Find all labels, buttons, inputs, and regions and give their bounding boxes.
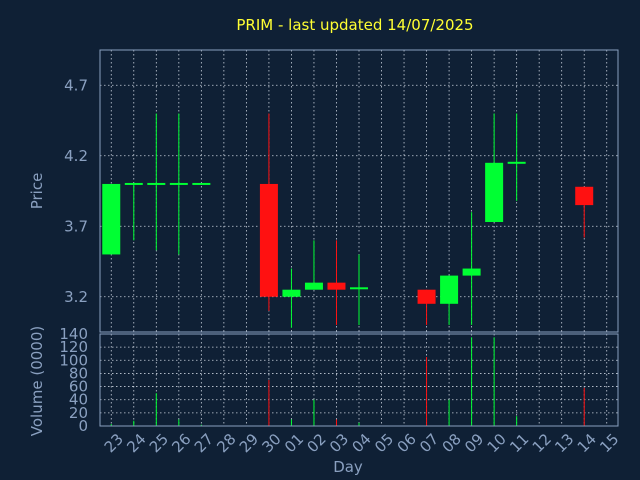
price-panel-frame [99, 49, 619, 333]
candle-body [259, 183, 278, 297]
volume-y-tick-label: 40 [69, 391, 88, 409]
candle-body [282, 289, 301, 297]
candle-body [102, 183, 121, 255]
price-y-axis-label: Price [28, 173, 46, 210]
candle-body [147, 182, 166, 185]
volume-y-tick-label: 100 [59, 351, 88, 369]
candle-body [440, 275, 459, 304]
volume-grid [100, 333, 618, 427]
volume-y-tick-label: 0 [78, 417, 88, 435]
candle-body [462, 268, 481, 276]
x-tick-label: 15 [596, 430, 622, 456]
price-y-ticks: 3.2 3.7 4.2 4.7 [64, 76, 88, 306]
candle-body [417, 289, 436, 304]
volume-y-tick-label: 60 [69, 378, 88, 396]
volume-bars [110, 337, 585, 426]
price-y-tick-label: 3.7 [64, 217, 88, 235]
candle-body [124, 182, 143, 185]
price-candles [102, 113, 594, 328]
volume-y-tick-label: 140 [59, 325, 88, 343]
x-axis-label: Day [333, 458, 363, 476]
volume-y-axis-label: Volume (0000) [28, 326, 46, 436]
price-y-tick-label: 3.2 [64, 288, 88, 306]
candle-body [485, 162, 504, 223]
volume-y-tick-label: 20 [69, 404, 88, 422]
volume-y-tick-label: 80 [69, 364, 88, 382]
candle-body [575, 186, 594, 206]
candle-body [507, 161, 526, 164]
price-y-tick-label: 4.2 [64, 147, 88, 165]
price-y-tick-label: 4.7 [64, 76, 88, 94]
candle-body [192, 182, 211, 185]
x-axis-ticks: 2324252627282930010203040506070809101112… [101, 430, 623, 456]
volume-y-tick-label: 120 [59, 338, 88, 356]
chart-title: PRIM - last updated 14/07/2025 [236, 16, 473, 34]
candle-body [327, 282, 346, 290]
candle-body [169, 182, 188, 185]
volume-panel-frame [99, 333, 619, 427]
candle-body [304, 282, 323, 290]
candle-body [350, 287, 368, 290]
